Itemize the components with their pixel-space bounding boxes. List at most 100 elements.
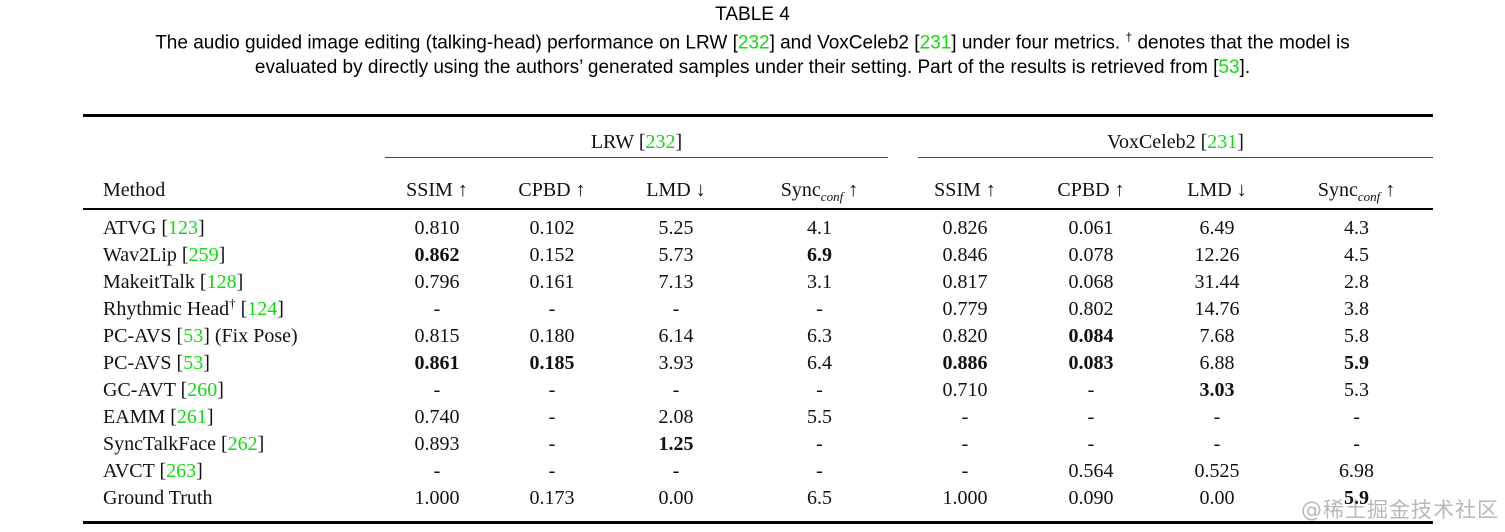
- value-cell: 3.8: [1344, 298, 1370, 320]
- method-cell: SyncTalkFace [262]: [103, 433, 265, 455]
- column-header-lmd-lrw: LMD ↓: [615, 158, 737, 210]
- group-label-lrw: LRW [232]: [590, 131, 683, 153]
- value-cell: -: [433, 379, 441, 401]
- value-cell: 0.061: [1068, 217, 1114, 239]
- table-row: GC-AVT [260] - - - - 0.710 - 3.03 5.3: [83, 377, 1433, 404]
- value-cell: 0.068: [1068, 271, 1114, 293]
- method-cell: AVCT [263]: [103, 460, 203, 482]
- value-cell: 0.846: [942, 244, 988, 266]
- value-cell: 0.820: [942, 325, 988, 347]
- value-cell: 0.078: [1068, 244, 1114, 266]
- table-row: Ground Truth 1.000 0.173 0.00 6.5 1.000 0.090 0…: [83, 485, 1433, 523]
- value-cell: 6.5: [807, 487, 832, 509]
- value-cell: 6.14: [658, 325, 694, 347]
- table-row: Wav2Lip [259] 0.862 0.152 5.73 6.9 0.846 0.078…: [83, 242, 1433, 269]
- value-cell: -: [1353, 433, 1360, 455]
- value-cell: -: [548, 460, 556, 482]
- table-row: PC-AVS [53] (Fix Pose) 0.815 0.180 6.14 6.3 0…: [83, 323, 1433, 350]
- column-header-cpbd-voxceleb2: CPBD ↑: [1028, 158, 1154, 210]
- value-cell: 0.083: [1068, 352, 1114, 374]
- value-cell: 2.8: [1344, 271, 1370, 293]
- value-cell: 6.49: [1199, 217, 1235, 239]
- value-cell: 6.88: [1199, 352, 1235, 374]
- value-cell: 1.000: [942, 487, 988, 509]
- table-row: ATVG [123] 0.810 0.102 5.25 4.1 0.826 0.061 6.4…: [83, 209, 1433, 242]
- value-cell: -: [816, 379, 823, 401]
- value-cell: 0.180: [529, 325, 575, 347]
- value-cell: 5.5: [807, 406, 832, 428]
- value-cell: -: [1213, 406, 1221, 428]
- value-cell: -: [548, 298, 556, 320]
- table-row: AVCT [263] - - - - - 0.564 0.525 6.98: [83, 458, 1433, 485]
- value-cell: 0.779: [942, 298, 988, 320]
- value-cell: -: [816, 460, 823, 482]
- value-cell: 0.525: [1194, 460, 1240, 482]
- group-header-row: LRW [232] VoxCeleb2 [231]: [83, 116, 1434, 159]
- value-cell: -: [1087, 379, 1095, 401]
- value-cell: 5.73: [658, 244, 694, 266]
- results-table: LRW [232] VoxCeleb2 [231] Method SSIM ↑ C…: [83, 114, 1434, 524]
- method-cell: EAMM [261]: [103, 406, 214, 428]
- value-cell: -: [961, 406, 969, 428]
- value-cell: 0.00: [1199, 487, 1235, 509]
- value-cell: 0.152: [529, 244, 575, 266]
- value-cell: 7.13: [658, 271, 694, 293]
- value-cell: 0.862: [414, 244, 460, 266]
- value-cell: 0.084: [1068, 325, 1114, 347]
- value-cell: -: [1213, 433, 1221, 455]
- value-cell: -: [548, 433, 556, 455]
- table-row: Rhythmic Head† [124] - - - - 0.779 0.802 14.76 3…: [83, 296, 1433, 323]
- value-cell: 12.26: [1194, 244, 1240, 266]
- table-row: MakeitTalk [128] 0.796 0.161 7.13 3.1 0.817 0.…: [83, 269, 1433, 296]
- method-cell: ATVG [123]: [103, 217, 205, 239]
- value-cell: -: [1353, 406, 1360, 428]
- value-cell: -: [961, 460, 969, 482]
- group-header-spacer: [83, 116, 385, 159]
- method-cell: Ground Truth: [103, 487, 213, 509]
- value-cell: 1.25: [658, 433, 694, 455]
- value-cell: 0.710: [942, 379, 988, 401]
- value-cell: 6.3: [807, 325, 832, 347]
- value-cell: 0.817: [942, 271, 988, 293]
- value-cell: 0.102: [529, 217, 575, 239]
- voxceleb2-cmidrule: VoxCeleb2 [231]: [918, 131, 1434, 158]
- value-cell: 2.08: [658, 406, 694, 428]
- caption-line-2: evaluated by directly using the authors’…: [254, 57, 1251, 78]
- value-cell: 0.861: [414, 352, 460, 374]
- column-header-ssim-lrw: SSIM ↑: [385, 158, 489, 210]
- table-title: TABLE 4: [715, 4, 790, 25]
- group-label-voxceleb2: VoxCeleb2 [231]: [1107, 131, 1244, 153]
- table-row: PC-AVS [53] 0.861 0.185 3.93 6.4 0.886 0.083 6.…: [83, 350, 1433, 377]
- lrw-cmidrule: LRW [232]: [385, 131, 888, 158]
- watermark: @稀土掘金技术社区: [1301, 498, 1499, 522]
- value-cell: -: [672, 460, 680, 482]
- value-cell: 0.090: [1068, 487, 1114, 509]
- value-cell: 6.98: [1339, 460, 1375, 482]
- group-header-voxceleb2: VoxCeleb2 [231]: [902, 116, 1434, 158]
- value-cell: 3.93: [658, 352, 694, 374]
- value-cell: 0.740: [414, 406, 460, 428]
- value-cell: 5.8: [1344, 325, 1370, 347]
- method-cell: PC-AVS [53]: [103, 352, 210, 374]
- value-cell: -: [672, 379, 680, 401]
- value-cell: 0.815: [414, 325, 460, 347]
- method-cell: Wav2Lip [259]: [103, 244, 226, 266]
- value-cell: -: [816, 433, 823, 455]
- caption-line-1: The audio guided image editing (talking-…: [155, 30, 1350, 54]
- value-cell: 0.185: [529, 352, 575, 374]
- value-cell: -: [433, 460, 441, 482]
- value-cell: 5.3: [1344, 379, 1370, 401]
- value-cell: 31.44: [1194, 271, 1240, 293]
- table-row: SyncTalkFace [262] 0.893 - 1.25 - - - - -: [83, 431, 1433, 458]
- value-cell: 0.810: [414, 217, 460, 239]
- method-cell: PC-AVS [53] (Fix Pose): [103, 325, 298, 347]
- value-cell: 0.826: [942, 217, 988, 239]
- value-cell: 0.796: [414, 271, 460, 293]
- value-cell: -: [961, 433, 969, 455]
- value-cell: 5.25: [658, 217, 694, 239]
- value-cell: 4.5: [1344, 244, 1370, 266]
- value-cell: -: [672, 298, 680, 320]
- value-cell: -: [548, 406, 556, 428]
- value-cell: 0.564: [1068, 460, 1114, 482]
- value-cell: 0.00: [658, 487, 694, 509]
